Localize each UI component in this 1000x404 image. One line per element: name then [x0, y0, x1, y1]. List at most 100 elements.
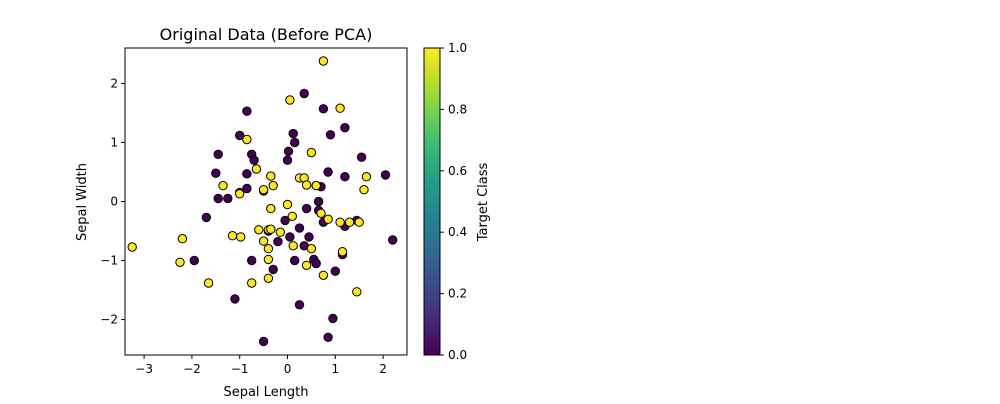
data-point: [311, 258, 321, 269]
data-point: [352, 287, 362, 297]
x-tick-label: 1: [331, 362, 339, 376]
data-point: [283, 146, 294, 157]
data-point: [301, 180, 312, 190]
data-point: [323, 167, 333, 177]
data-point: [263, 244, 274, 254]
data-point: [301, 203, 312, 214]
data-point: [318, 270, 329, 280]
data-point: [254, 225, 264, 235]
data-point: [275, 227, 285, 237]
data-point: [266, 203, 276, 214]
data-point: [273, 236, 283, 247]
data-point: [236, 232, 246, 242]
data-point: [266, 171, 276, 181]
data-point: [247, 278, 257, 288]
data-point: [242, 134, 252, 145]
x-axis-ticks: −3 −2 −1 0 1 2: [135, 355, 387, 376]
data-point: [290, 255, 300, 266]
data-point: [340, 123, 350, 133]
colorbar: [423, 47, 441, 356]
data-point: [189, 255, 200, 266]
y-tick-label: 2: [110, 76, 118, 90]
data-point: [294, 223, 305, 233]
data-point: [282, 155, 293, 165]
y-axis-label: Sepal Width: [75, 163, 90, 241]
data-point: [258, 185, 269, 195]
data-point: [235, 189, 245, 199]
data-point: [299, 88, 309, 99]
data-point: [287, 211, 297, 222]
data-point: [354, 217, 364, 227]
data-point: [290, 137, 300, 148]
data-point: [318, 104, 329, 114]
data-point: [280, 215, 290, 226]
y-tick-label: −2: [100, 313, 118, 327]
data-point: [359, 185, 369, 195]
data-point: [285, 95, 295, 105]
y-axis-ticks: −2 −1 0 1 2: [100, 76, 125, 327]
data-point: [340, 172, 350, 182]
colorbar-tick-label: 1.0: [448, 41, 467, 55]
data-point: [306, 244, 317, 254]
data-point: [127, 242, 137, 252]
data-point: [285, 232, 295, 242]
data-point: [306, 147, 317, 158]
data-point: [388, 235, 398, 245]
data-point: [311, 180, 321, 191]
data-point: [247, 255, 257, 266]
data-point: [294, 300, 305, 310]
plot-area-frame: [124, 47, 408, 356]
data-point: [242, 169, 252, 179]
data-point: [304, 232, 314, 242]
colorbar-label: Target Class: [476, 163, 491, 243]
data-point: [328, 313, 338, 324]
data-point: [242, 183, 252, 194]
data-point: [251, 164, 262, 174]
data-point: [227, 231, 238, 241]
data-point: [235, 130, 245, 141]
y-tick-label: 1: [110, 135, 118, 149]
data-point: [218, 180, 228, 191]
data-point: [266, 224, 276, 234]
data-point: [213, 149, 223, 160]
data-point: [361, 172, 372, 182]
x-tick-label: 2: [379, 362, 387, 376]
data-point: [213, 193, 223, 204]
data-point: [313, 196, 324, 207]
data-point: [337, 247, 348, 257]
data-point: [335, 103, 345, 113]
data-point: [258, 336, 269, 347]
data-point: [380, 170, 391, 180]
data-point: [316, 208, 326, 219]
data-point: [323, 214, 333, 224]
scatter-points: [127, 56, 398, 347]
data-point: [242, 106, 252, 116]
x-tick-label: −2: [183, 362, 201, 376]
data-point: [325, 130, 336, 140]
chart-title: Original Data (Before PCA): [160, 25, 373, 44]
colorbar-tick-label: 0.4: [448, 225, 467, 239]
data-point: [301, 260, 312, 270]
colorbar-tick-label: 0.8: [448, 102, 467, 116]
x-axis-label: Sepal Length: [223, 385, 308, 400]
data-point: [230, 294, 240, 304]
colorbar-ticks: 0.0 0.2 0.4 0.6 0.8 1.0: [440, 41, 467, 362]
data-point: [356, 152, 367, 162]
data-point: [175, 257, 185, 267]
y-tick-label: 0: [110, 195, 118, 209]
data-point: [203, 278, 214, 288]
data-point: [268, 180, 278, 191]
data-point: [335, 217, 345, 227]
data-point: [211, 168, 221, 178]
data-point: [282, 199, 293, 210]
data-point: [201, 212, 212, 223]
data-point: [318, 56, 329, 66]
colorbar-tick-label: 0.2: [448, 287, 467, 301]
y-tick-label: −1: [100, 254, 118, 268]
data-point: [288, 241, 298, 251]
data-point: [258, 236, 269, 246]
data-point: [223, 193, 233, 204]
x-tick-label: −3: [135, 362, 153, 376]
